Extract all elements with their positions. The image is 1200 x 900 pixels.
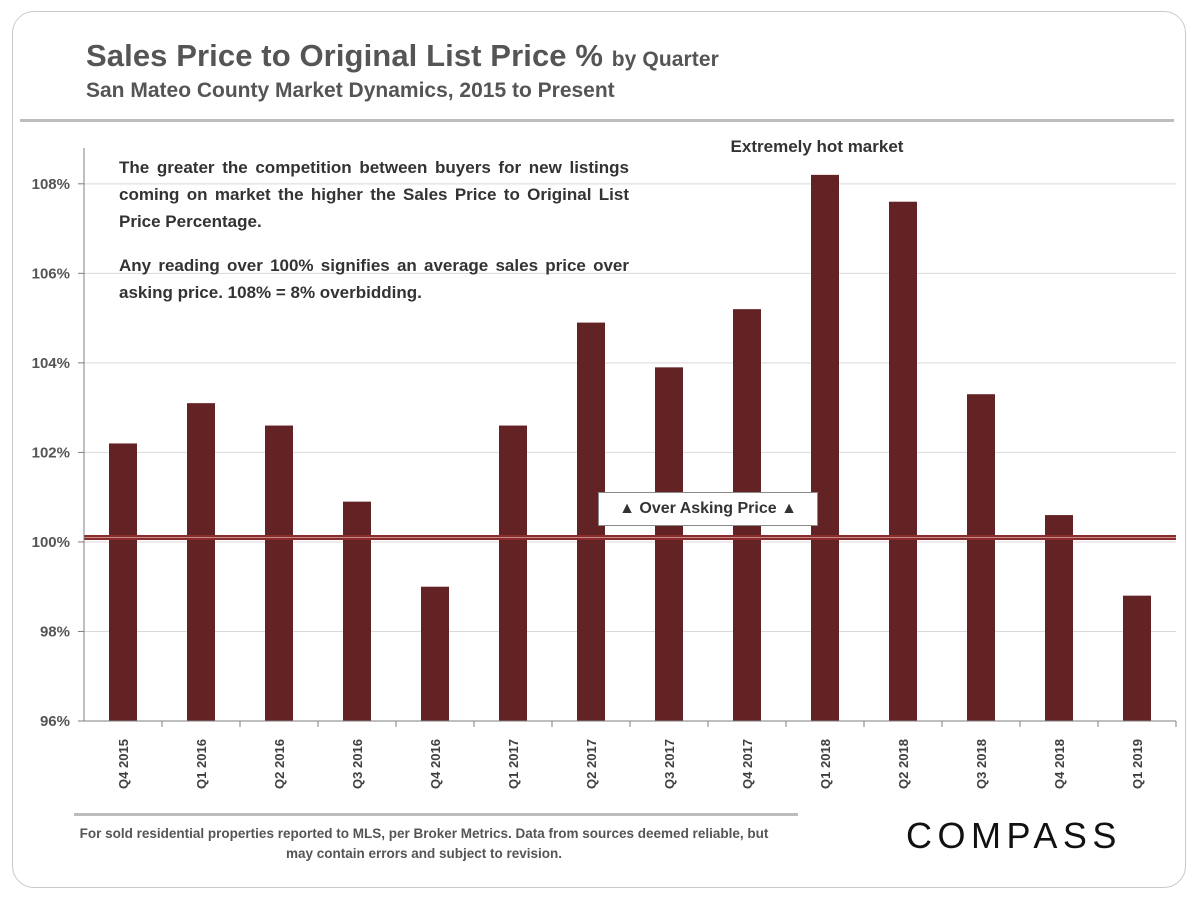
x-tick-labels: Q4 2015 Q1 2016 Q2 2016 Q3 2016 Q4 2016 Q1 20… [116, 739, 1145, 789]
x-tick-label: Q2 2018 [896, 739, 911, 789]
y-tick-label: 98% [40, 623, 70, 640]
bar [967, 394, 995, 721]
chart-title-main: Sales Price to Original List Price % [86, 38, 604, 73]
bar [109, 443, 137, 721]
x-tick-label: Q1 2019 [1130, 739, 1145, 789]
y-tick-label: 108% [32, 176, 70, 193]
bar [655, 367, 683, 721]
note-over-100: Any reading over 100% signifies an avera… [119, 256, 629, 302]
x-tick-label: Q4 2018 [1052, 739, 1067, 789]
over-asking-label: ▲ Over Asking Price ▲ [598, 492, 818, 526]
y-tick-label: 102% [32, 444, 70, 461]
x-tick-label: Q3 2018 [974, 739, 989, 789]
bar [889, 201, 917, 721]
hot-market-label: Extremely hot market [730, 137, 904, 156]
compass-logo: COMPASS [906, 815, 1122, 856]
note-competition: The greater the competition between buye… [119, 158, 629, 231]
chart-subtitle: San Mateo County Market Dynamics, 2015 t… [86, 79, 615, 102]
x-tick-label: Q4 2017 [740, 739, 755, 789]
x-tick-label: Q2 2017 [584, 739, 599, 789]
y-tick-label: 96% [40, 713, 70, 730]
compass-logo-text: COMPASS [906, 815, 1122, 856]
bars [109, 174, 1151, 721]
chart-title-suffix: by Quarter [611, 48, 719, 71]
bar [421, 586, 449, 721]
bar [499, 425, 527, 721]
x-tick-label: Q2 2016 [272, 739, 287, 789]
x-tick-label: Q3 2016 [350, 739, 365, 789]
bottom-divider [74, 813, 798, 816]
axes [78, 148, 1177, 727]
bar [811, 174, 839, 721]
gridlines [84, 183, 1176, 632]
x-tick-label: Q1 2017 [506, 739, 521, 789]
y-tick-label: 104% [32, 355, 70, 372]
chart-title: Sales Price to Original List Price % by … [86, 38, 719, 74]
bar [187, 403, 215, 721]
bar [265, 425, 293, 721]
bar [343, 501, 371, 721]
x-tick-label: Q4 2016 [428, 739, 443, 789]
source-footnote: For sold residential properties reported… [79, 826, 769, 861]
x-tick-label: Q1 2018 [818, 739, 833, 789]
top-divider [20, 119, 1174, 122]
y-tick-labels: 96% 98% 100% 102% 104% 106% 108% [32, 176, 70, 730]
x-tick-label: Q1 2016 [194, 739, 209, 789]
x-tick-label: Q3 2017 [662, 739, 677, 789]
y-tick-label: 106% [32, 265, 70, 282]
x-tick-label: Q4 2015 [116, 739, 131, 789]
bar [1123, 595, 1151, 721]
y-tick-label: 100% [32, 534, 70, 551]
bar [1045, 515, 1073, 721]
